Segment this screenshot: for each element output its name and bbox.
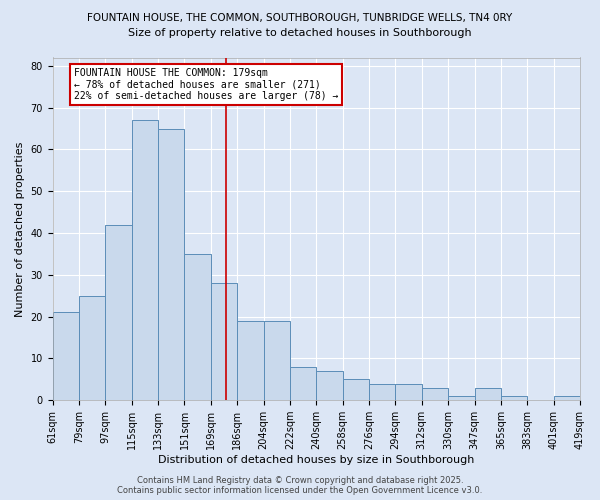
Bar (395, 384, 422, 400)
X-axis label: Distribution of detached houses by size in Southborough: Distribution of detached houses by size … (158, 455, 475, 465)
Bar (184, 254, 211, 400)
Bar (369, 384, 395, 400)
Bar (211, 283, 237, 400)
Bar (158, 128, 184, 400)
Text: Contains HM Land Registry data © Crown copyright and database right 2025.
Contai: Contains HM Land Registry data © Crown c… (118, 476, 482, 495)
Bar (290, 367, 316, 400)
Bar (237, 321, 263, 400)
Bar (79, 296, 106, 400)
Bar (448, 396, 475, 400)
Bar (554, 396, 580, 400)
Bar (132, 120, 158, 400)
Bar (263, 321, 290, 400)
Bar (343, 380, 369, 400)
Bar (53, 312, 79, 400)
Text: FOUNTAIN HOUSE THE COMMON: 179sqm
← 78% of detached houses are smaller (271)
22%: FOUNTAIN HOUSE THE COMMON: 179sqm ← 78% … (74, 68, 338, 101)
Y-axis label: Number of detached properties: Number of detached properties (15, 141, 25, 316)
Bar (422, 388, 448, 400)
Bar (475, 388, 501, 400)
Bar (316, 371, 343, 400)
Text: FOUNTAIN HOUSE, THE COMMON, SOUTHBOROUGH, TUNBRIDGE WELLS, TN4 0RY: FOUNTAIN HOUSE, THE COMMON, SOUTHBOROUGH… (88, 12, 512, 22)
Bar (106, 224, 132, 400)
Text: Size of property relative to detached houses in Southborough: Size of property relative to detached ho… (128, 28, 472, 38)
Bar (501, 396, 527, 400)
